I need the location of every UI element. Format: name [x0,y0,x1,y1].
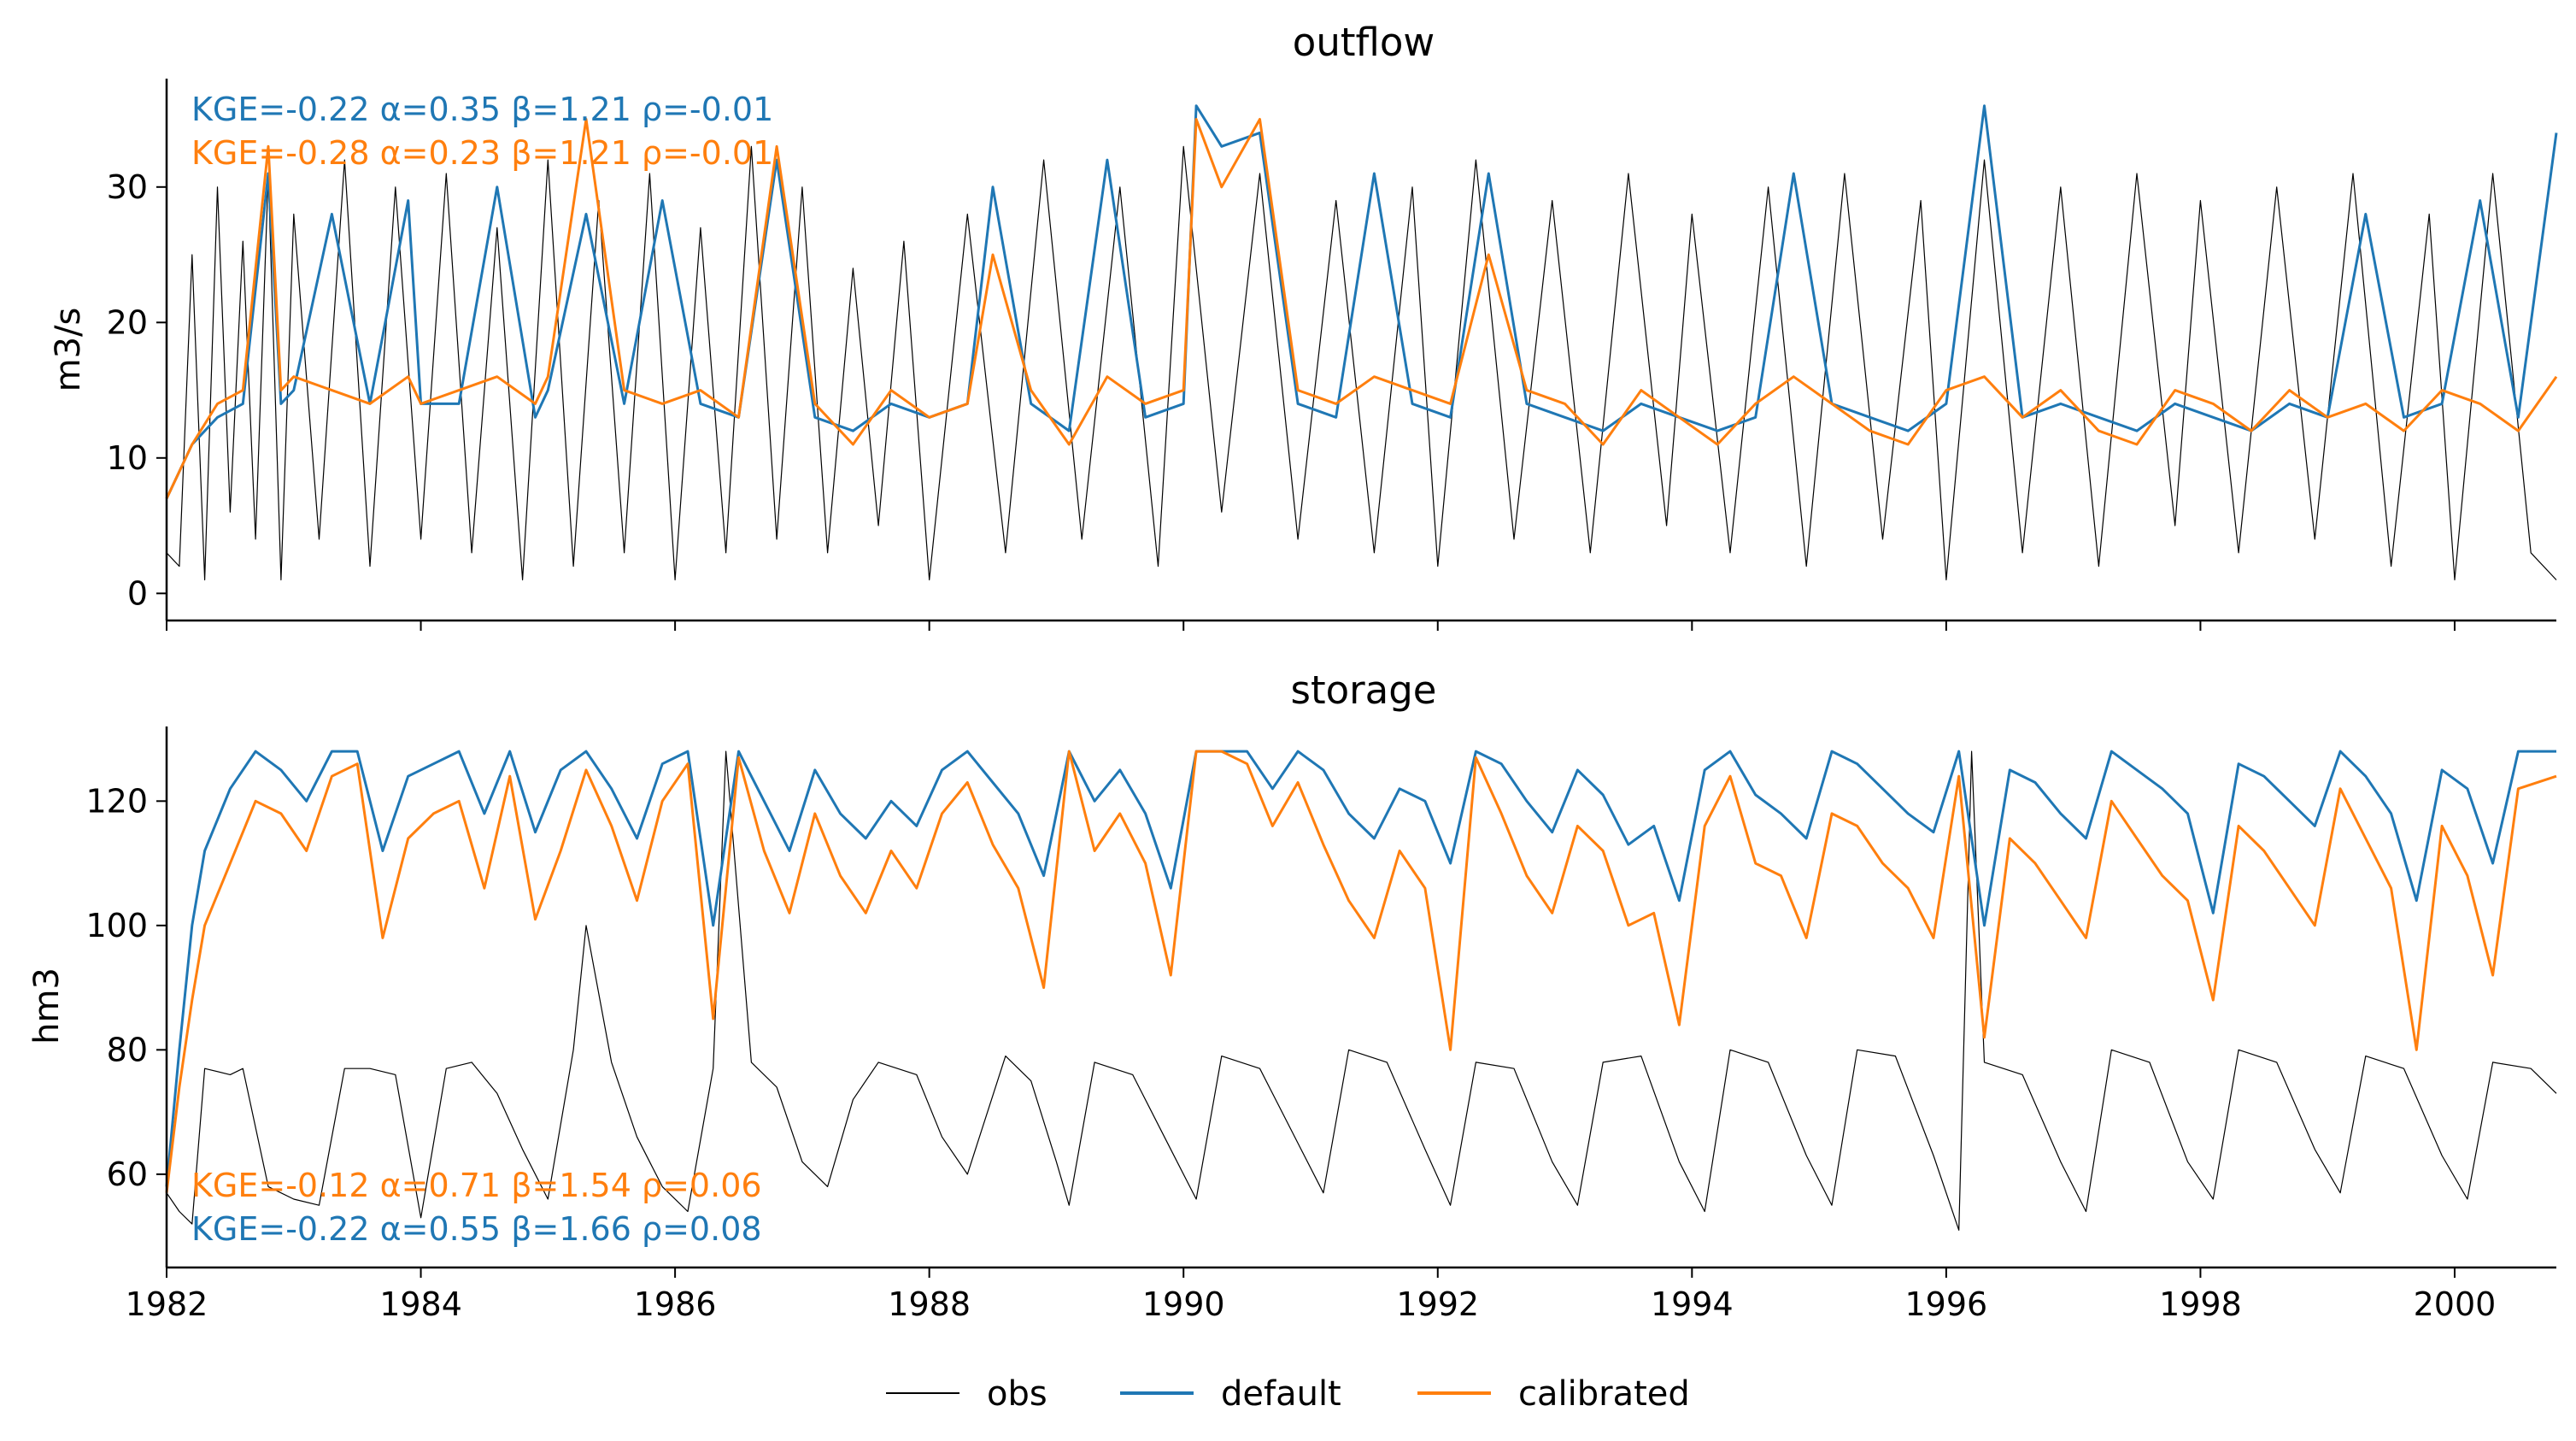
y-tick-label: 0 [127,574,148,612]
x-tick-label: 1998 [2159,1285,2242,1323]
outflow-annotation-default: KGE=-0.22 α=0.35 β=1.21 ρ=-0.01 [191,91,773,128]
x-tick-label: 1984 [379,1285,462,1323]
legend-label-obs: obs [987,1374,1047,1414]
outflow-title: outflow [1293,20,1435,65]
x-tick-label: 1988 [888,1285,971,1323]
storage-panel: storage hm3 60 80 100 120 1982 1984 1986 1988 19… [27,668,2557,1323]
series-line-calibrated [165,750,2557,1193]
y-tick-label: 100 [85,907,148,944]
x-tick-label: 1986 [634,1285,717,1323]
storage-annotation-calibrated: KGE=-0.12 α=0.71 β=1.54 ρ=0.06 [191,1167,762,1204]
storage-axes: 60 80 100 120 1982 1984 1986 1988 1990 1992 1994 19… [85,726,2556,1323]
y-tick-label: 60 [107,1156,148,1193]
outflow-annotation-calibrated: KGE=-0.28 α=0.23 β=1.21 ρ=-0.01 [191,134,773,172]
y-tick-label: 120 [85,782,148,820]
y-tick-label: 30 [107,168,148,206]
x-tick-label: 1992 [1396,1285,1479,1323]
x-tick-label: 1994 [1651,1285,1734,1323]
storage-series [165,750,2557,1231]
y-tick-label: 10 [107,439,148,477]
legend-label-calibrated: calibrated [1518,1374,1690,1414]
legend-label-default: default [1221,1374,1341,1414]
outflow-series [165,104,2558,581]
x-tick-label: 1996 [1905,1285,1988,1323]
y-tick-label: 20 [107,303,148,341]
y-tick-label: 80 [107,1031,148,1068]
series-line-default [165,750,2556,1187]
storage-annotation-default: KGE=-0.22 α=0.55 β=1.66 ρ=0.08 [191,1210,762,1248]
series-line-obs [166,750,2557,1231]
x-tick-label: 1982 [126,1285,208,1323]
series-line-obs [166,145,2557,581]
x-tick-label: 1990 [1142,1285,1225,1323]
series-line-default [165,104,2558,500]
storage-ylabel: hm3 [27,968,67,1044]
x-tick-label: 2000 [2414,1285,2497,1323]
outflow-axes: 0 10 20 30 [107,79,2556,631]
storage-title: storage [1291,668,1437,713]
series-line-calibrated [165,118,2558,500]
outflow-ylabel: m3/s [49,308,88,392]
outflow-panel: outflow m3/s 0 10 20 30 KGE=-0.22 α=0.35 β=… [49,20,2558,631]
legend: obs default calibrated [886,1374,1690,1414]
